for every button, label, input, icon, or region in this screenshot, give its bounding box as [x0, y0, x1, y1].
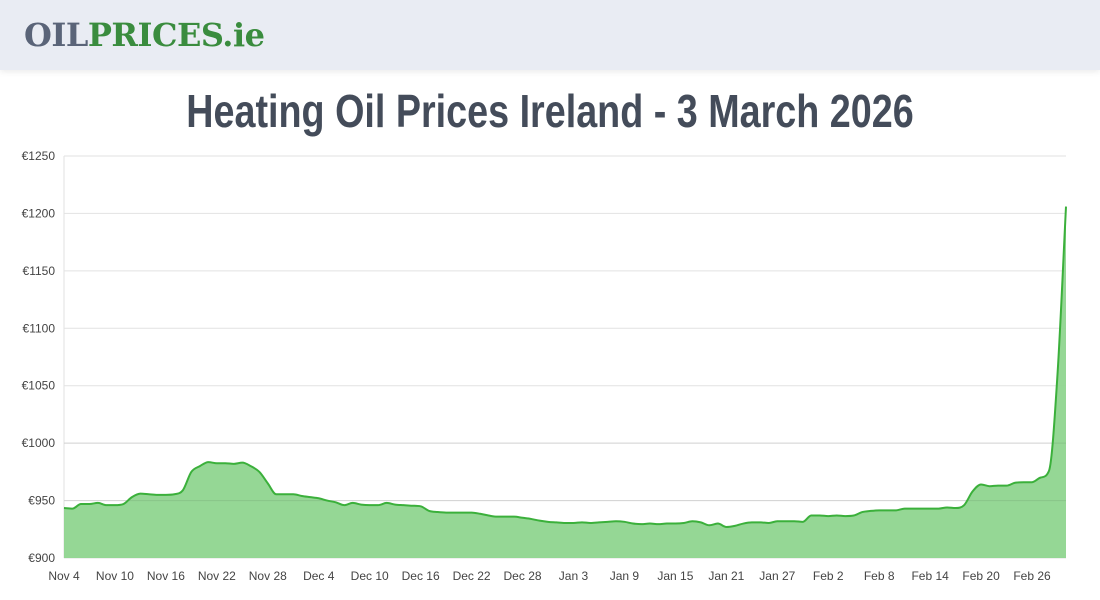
- x-tick-label: Nov 28: [249, 569, 287, 583]
- price-area: [64, 206, 1066, 558]
- x-tick-label: Jan 21: [708, 569, 744, 583]
- x-tick-label: Nov 22: [198, 569, 236, 583]
- site-logo[interactable]: OILPRICES.ie: [24, 16, 265, 54]
- x-tick-label: Jan 15: [657, 569, 693, 583]
- x-tick-label: Jan 27: [759, 569, 795, 583]
- x-tick-label: Feb 26: [1013, 569, 1051, 583]
- page-title: Heating Oil Prices Ireland - 3 March 202…: [186, 85, 914, 137]
- x-tick-label: Nov 16: [147, 569, 185, 583]
- y-tick-label: €1150: [23, 264, 56, 278]
- x-tick-label: Feb 20: [962, 569, 1000, 583]
- x-tick-label: Feb 14: [911, 569, 949, 583]
- logo-oil: OIL: [24, 16, 88, 54]
- x-tick-label: Jan 3: [559, 569, 589, 583]
- price-line: [63, 206, 1067, 528]
- x-tick-label: Nov 10: [96, 569, 134, 583]
- y-tick-label: €1250: [22, 149, 56, 163]
- logo-prices: PRICES.ie: [87, 16, 265, 54]
- site-header: OILPRICES.ie: [0, 0, 1100, 70]
- x-tick-label: Nov 4: [48, 569, 80, 583]
- y-tick-label: €1050: [22, 379, 56, 393]
- x-tick-label: Dec 16: [402, 569, 440, 583]
- x-tick-label: Feb 2: [813, 569, 844, 583]
- y-tick-label: €1200: [22, 206, 56, 220]
- y-tick-label: €900: [28, 551, 55, 565]
- y-tick-label: €1000: [22, 436, 56, 450]
- x-tick-label: Dec 10: [351, 569, 389, 583]
- x-tick-label: Dec 28: [504, 569, 542, 583]
- x-tick-label: Dec 4: [303, 569, 335, 583]
- y-tick-label: €950: [28, 494, 55, 508]
- x-tick-label: Jan 9: [610, 569, 640, 583]
- y-tick-label: €1100: [23, 321, 56, 335]
- x-tick-label: Feb 8: [864, 569, 895, 583]
- x-tick-label: Dec 22: [453, 569, 491, 583]
